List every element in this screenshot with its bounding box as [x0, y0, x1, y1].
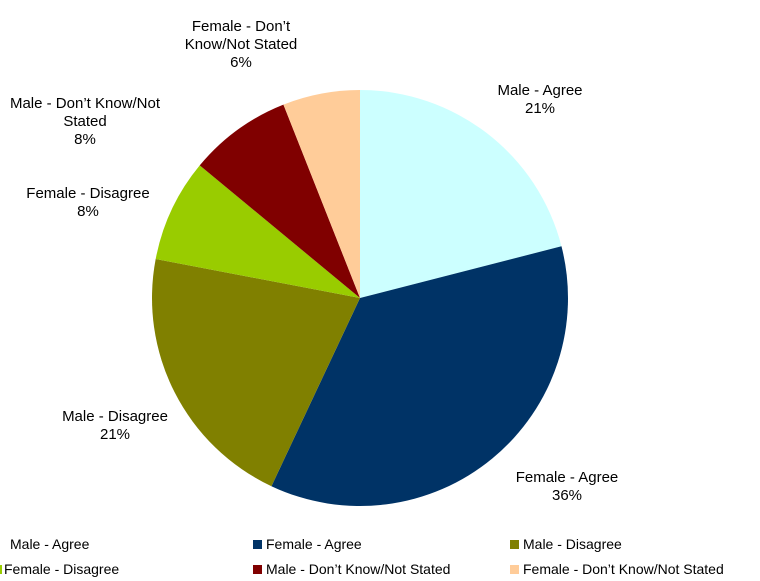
label-name: Male - Disagree: [62, 408, 168, 425]
pie-slice: [271, 246, 568, 506]
legend-item: Female - Disagree: [0, 561, 119, 577]
data-label: Male - Disagree 21%: [45, 408, 185, 444]
legend-item: Male - Don’t Know/Not Stated: [253, 561, 450, 577]
legend-item: Male - Agree: [0, 536, 89, 552]
pie-slice: [360, 90, 562, 298]
data-label: Male - Agree 21%: [475, 82, 605, 118]
pie-slice: [152, 259, 360, 487]
data-label: Female - Don’t Know/Not Stated 6%: [174, 18, 309, 72]
label-name: Male - Don’t Know/Not Stated: [9, 95, 161, 130]
legend-swatch: [0, 564, 2, 574]
legend-swatch: [253, 539, 262, 549]
legend-swatch: [253, 564, 262, 574]
label-name: Female - Agree: [515, 469, 619, 486]
label-value: 8%: [74, 131, 96, 148]
data-label: Female - Agree 36%: [502, 469, 632, 505]
legend-label: Female - Disagree: [4, 561, 120, 577]
label-value: 21%: [99, 426, 131, 443]
pie-slice: [283, 90, 360, 298]
label-value: 21%: [524, 100, 556, 117]
data-label: Female - Disagree 8%: [13, 185, 163, 221]
label-name: Female - Disagree: [26, 185, 150, 202]
legend-label: Female - Agree: [266, 536, 362, 552]
pie-slice: [155, 165, 360, 298]
legend-swatch: [510, 564, 519, 574]
legend-label: Male - Agree: [10, 536, 90, 552]
pie-slice: [199, 104, 360, 298]
label-name: Male - Agree: [497, 82, 583, 99]
legend-swatch: [510, 539, 519, 549]
legend-label: Male - Disagree: [523, 536, 622, 552]
data-label: Male - Don’t Know/Not Stated 8%: [3, 95, 168, 149]
legend-label: Male - Don’t Know/Not Stated: [266, 561, 451, 577]
legend-item: Female - Agree: [253, 536, 362, 552]
legend-label: Female - Don’t Know/Not Stated: [523, 561, 724, 577]
legend-item: Male - Disagree: [510, 536, 622, 552]
label-value: 8%: [77, 203, 99, 220]
label-value: 6%: [230, 54, 252, 71]
legend-item: Female - Don’t Know/Not Stated: [510, 561, 724, 577]
label-value: 36%: [551, 487, 583, 504]
label-name: Female - Don’t Know/Not Stated: [184, 18, 298, 53]
